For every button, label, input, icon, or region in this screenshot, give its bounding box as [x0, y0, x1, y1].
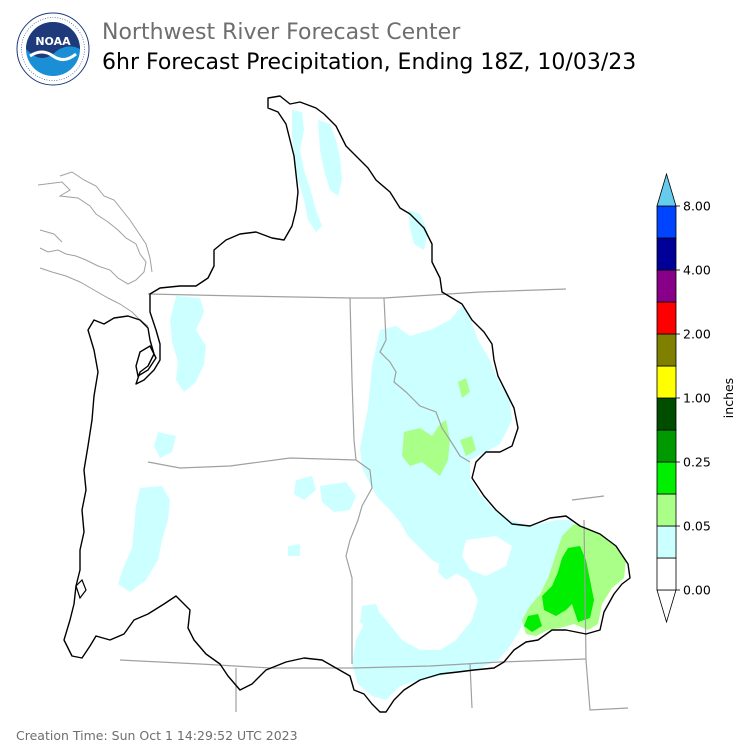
- colorbar-bin: [656, 429, 677, 463]
- colorbar-bin: [656, 269, 677, 303]
- colorbar-bin: [656, 557, 677, 591]
- colorbar-bin: [656, 301, 677, 335]
- colorbar-tick-label: 4.00: [683, 263, 711, 278]
- colorbar-tick-label: 2.00: [683, 327, 711, 342]
- coastline: [37, 171, 153, 327]
- colorbar-bin: [656, 365, 677, 399]
- colorbar-bin: [656, 461, 677, 495]
- colorbar-tick-label: 1.00: [683, 391, 711, 406]
- colorbar-tick-label: 0.25: [683, 455, 711, 470]
- precip-heavy-areas: [524, 546, 594, 632]
- agency-title: Northwest River Forecast Center: [102, 20, 461, 45]
- colorbar-tick-label: 0.00: [683, 583, 711, 598]
- product-title: 6hr Forecast Precipitation, Ending 18Z, …: [102, 50, 637, 75]
- basin-outline: [63, 95, 631, 713]
- colorbar-tick-label: 0.05: [683, 519, 711, 534]
- colorbar-bin: [656, 333, 677, 367]
- precip-light-areas: [118, 110, 578, 700]
- colorbar-bin: [656, 205, 677, 239]
- noaa-logo: NOAA: [16, 12, 90, 86]
- colorbar-bin: [656, 493, 677, 527]
- colorbar-tick-label: 8.00: [683, 199, 711, 214]
- colorbar-bin: [656, 172, 677, 207]
- logo-text: NOAA: [35, 35, 71, 48]
- colorbar-bin: [656, 589, 677, 624]
- colorbar-bin: [656, 397, 677, 431]
- colorbar-bin: [656, 237, 677, 271]
- state-lines: [119, 288, 629, 712]
- colorbar-axis-label: inches: [721, 378, 736, 418]
- creation-time: Creation Time: Sun Oct 1 14:29:52 UTC 20…: [16, 728, 298, 743]
- colorbar-bin: [656, 525, 677, 559]
